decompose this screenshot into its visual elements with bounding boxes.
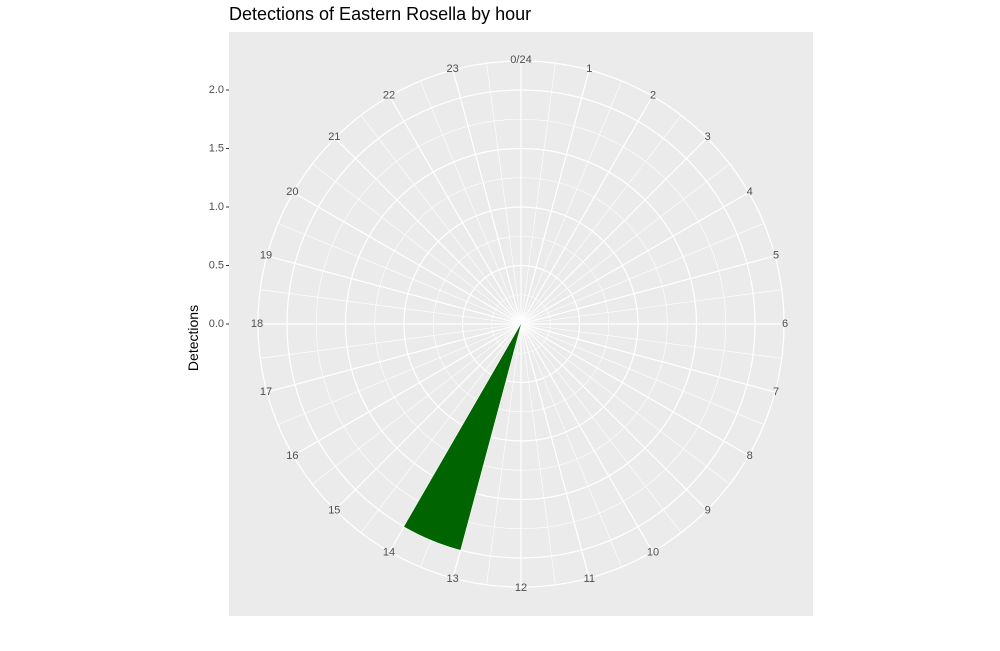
y-tick-label: 2.0 [209,84,224,96]
bar-hour-13 [404,324,521,551]
minor-radial-gridline [420,80,522,325]
major-circle-gridline [461,264,581,384]
major-radial-gridline [266,323,522,393]
hour-labels: 0/24123456789101112131415161718192021222… [251,54,788,594]
hour-label: 13 [447,573,459,585]
minor-radial-gridline [360,323,522,533]
major-radial-gridline [520,323,750,457]
minor-circle-gridline [491,294,551,354]
major-radial-gridline [520,95,654,325]
minor-radial-gridline [486,63,522,325]
minor-radial-gridline [277,323,522,425]
hour-label: 14 [383,547,395,559]
minor-radial-gridline [520,223,765,325]
major-radial-gridline [334,137,522,325]
y-axis: 0.0 0.5 1.0 1.5 2.0 [209,84,229,330]
y-axis-label: Detections [185,305,201,371]
hour-label: 4 [747,186,753,198]
hour-label: 8 [747,450,753,462]
major-radial-gridline [292,323,522,457]
major-radial-gridline [520,255,776,325]
minor-circle-gridline [315,118,727,530]
major-radial-gridline [520,69,590,325]
major-radial-gridline [452,69,522,325]
y-tick-label: 0.5 [209,259,224,271]
major-radial-gridline [520,323,654,553]
hour-label: 2 [650,89,656,101]
minor-radial-gridline [520,323,730,485]
hour-label: 22 [383,89,395,101]
hour-label: 18 [251,318,263,330]
major-radial-gridline [520,191,750,325]
minor-radial-gridline [520,163,730,325]
y-tick-label: 1.5 [209,142,224,154]
hour-label: 15 [328,505,340,517]
y-tick-label: 1.0 [209,201,224,213]
minor-radial-gridline [520,323,556,585]
minor-radial-gridline [520,323,622,568]
major-radial-gridline [520,323,776,393]
minor-radial-gridline [520,323,782,359]
hour-label: 10 [647,547,659,559]
hour-label: 3 [705,131,711,143]
hour-label: 0/24 [510,54,531,66]
grid-lines [257,60,785,588]
hour-label: 1 [586,63,592,75]
hour-label: 16 [286,450,298,462]
bars [404,324,521,551]
hour-label: 21 [328,131,340,143]
hour-label: 19 [260,250,272,262]
minor-radial-gridline [260,289,522,325]
hour-label: 5 [773,250,779,262]
minor-radial-gridline [520,63,556,325]
minor-radial-gridline [520,323,682,533]
minor-radial-gridline [520,115,682,325]
minor-radial-gridline [520,80,622,325]
major-radial-gridline [520,137,708,325]
hour-label: 12 [515,582,527,594]
hour-label: 6 [782,318,788,330]
major-radial-gridline [520,323,590,579]
hour-label: 17 [260,386,272,398]
minor-circle-gridline [374,177,668,471]
minor-radial-gridline [260,323,522,359]
hour-label: 20 [286,186,298,198]
minor-radial-gridline [486,323,522,585]
chart-title: Detections of Eastern Rosella by hour [229,4,532,24]
minor-radial-gridline [520,289,782,325]
major-radial-gridline [334,323,522,511]
major-circle-gridline [344,147,698,501]
major-radial-gridline [520,323,708,511]
hour-label: 11 [584,573,595,585]
minor-radial-gridline [360,115,522,325]
major-radial-gridline [388,95,522,325]
hour-label: 7 [773,386,779,398]
major-radial-gridline [292,191,522,325]
minor-radial-gridline [277,223,522,325]
hour-label: 23 [447,63,459,75]
outer-circle-gridline [257,60,785,588]
major-radial-gridline [266,255,522,325]
major-circle-gridline [403,206,639,442]
major-circle-gridline [286,89,756,559]
minor-radial-gridline [312,323,522,485]
minor-radial-gridline [312,163,522,325]
minor-radial-gridline [520,323,765,425]
minor-circle-gridline [432,235,610,413]
y-tick-label: 0.0 [209,318,224,330]
hour-label: 9 [705,505,711,517]
